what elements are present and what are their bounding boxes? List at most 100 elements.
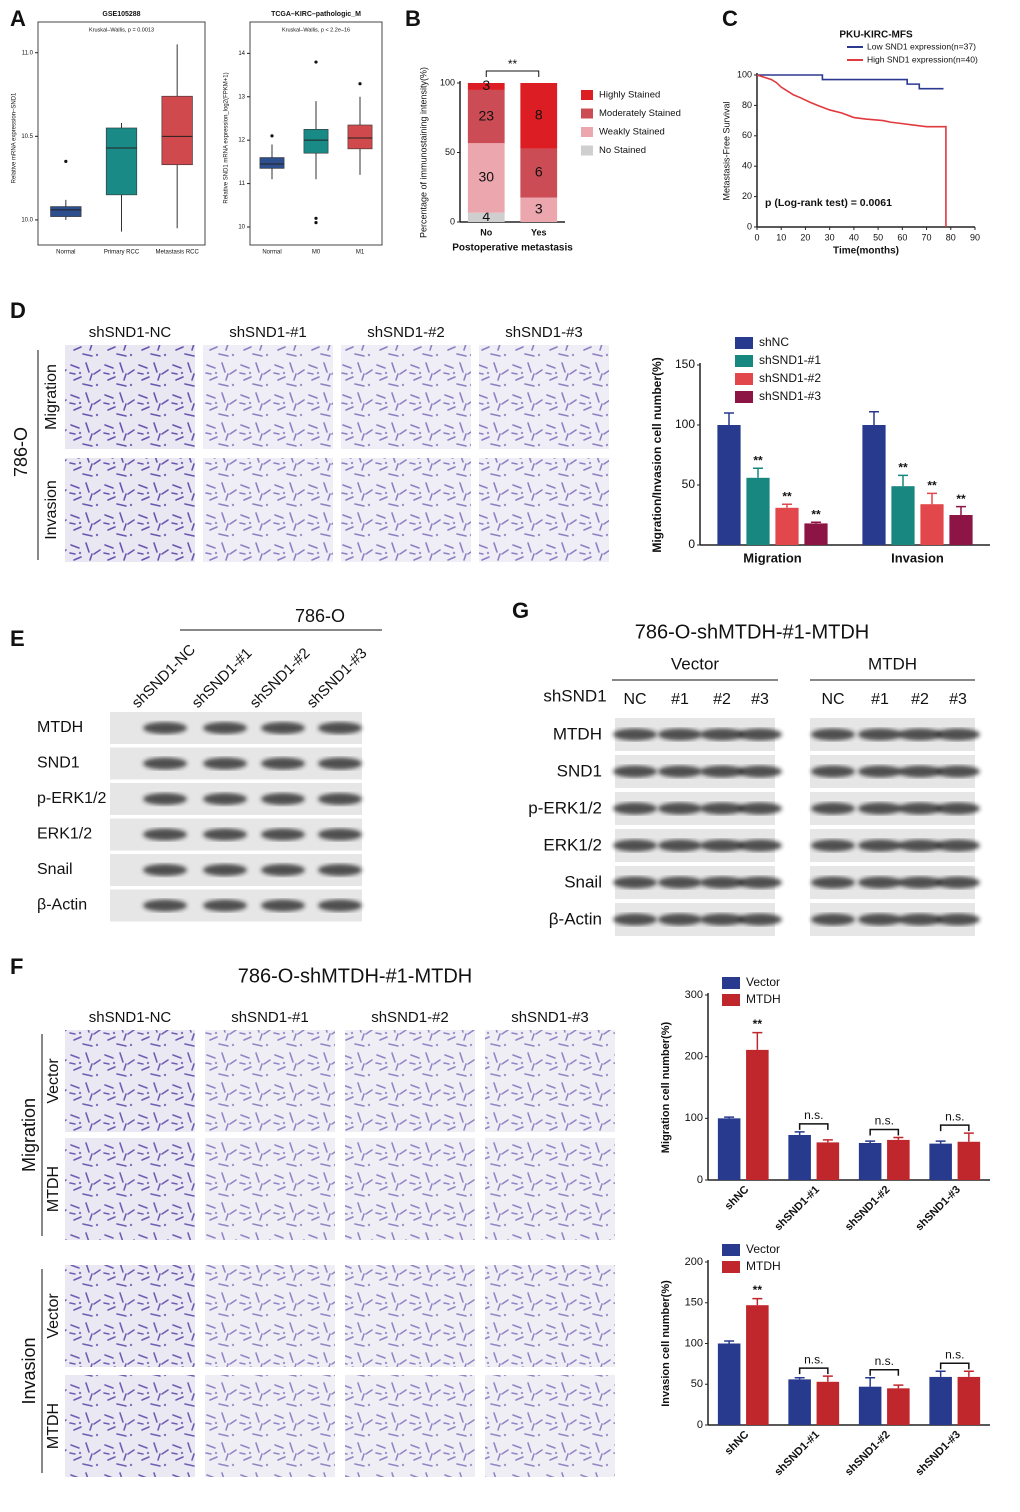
x-tick-label: Invasion xyxy=(891,550,944,565)
blot-band xyxy=(811,802,855,815)
bar xyxy=(957,1376,981,1425)
lane-label: NC xyxy=(821,691,844,708)
error-bar xyxy=(811,521,821,524)
micrograph xyxy=(203,458,333,562)
blot-band xyxy=(203,899,247,912)
protein-label: MTDH xyxy=(553,724,602,743)
lane-label: shSND1-#1 xyxy=(189,645,256,712)
blot-band xyxy=(858,802,902,815)
x-tick-label: shNC xyxy=(723,1429,752,1458)
legend-label: Low SND1 expression(n=37) xyxy=(867,41,976,51)
lane-label: shSND1-#2 xyxy=(247,645,314,712)
x-tick-label: 20 xyxy=(800,232,810,242)
chart-subtitle: Kruskal–Wallis, p = 0.0013 xyxy=(89,27,154,33)
bar-segment xyxy=(520,148,558,198)
box xyxy=(303,129,329,154)
blot-band xyxy=(318,722,362,734)
count-label: 4 xyxy=(482,208,490,224)
box xyxy=(105,127,138,196)
bar xyxy=(887,1388,910,1425)
count-label: 6 xyxy=(535,164,543,180)
sig-label: ** xyxy=(753,1017,763,1031)
micrograph xyxy=(479,345,609,449)
bar xyxy=(746,1049,769,1180)
micrograph xyxy=(485,1375,615,1477)
error-bar xyxy=(865,1140,876,1143)
x-tick-label: Primary RCC xyxy=(104,250,140,256)
protein-label: MTDH xyxy=(37,719,83,736)
legend-swatch xyxy=(735,391,753,403)
y-tick-label: 100 xyxy=(685,1112,703,1124)
blot-band xyxy=(658,876,702,889)
legend-swatch xyxy=(722,1244,740,1256)
blot-band xyxy=(898,765,942,778)
blot-band xyxy=(811,728,855,741)
legend-swatch xyxy=(581,108,593,119)
blot-band xyxy=(318,828,362,841)
x-tick-label: 40 xyxy=(849,232,859,242)
error-bar xyxy=(956,505,966,515)
blot-band xyxy=(700,913,744,926)
micrograph xyxy=(345,1375,475,1477)
y-tick-label: 10 xyxy=(238,225,245,231)
error-bar xyxy=(724,1340,735,1344)
blot-band xyxy=(700,839,744,852)
protein-label: p-ERK1/2 xyxy=(37,790,106,807)
legend-swatch xyxy=(735,373,753,385)
blot-band xyxy=(811,839,855,852)
bar-segment xyxy=(520,83,558,149)
legend-label: shSND1-#1 xyxy=(759,353,821,367)
column-label: shSND1-#2 xyxy=(371,1009,449,1026)
row-label: Vector xyxy=(45,1058,62,1104)
blot-band xyxy=(738,802,782,815)
y-tick-label: 60 xyxy=(742,130,752,140)
outlier xyxy=(270,134,274,138)
blot-band xyxy=(261,722,305,734)
x-tick-label: shSND1-#3 xyxy=(913,1429,963,1479)
blot-band xyxy=(203,757,247,770)
sig-bracket xyxy=(869,1368,900,1376)
y-tick-label: 80 xyxy=(742,100,752,110)
box xyxy=(259,157,285,169)
micrograph xyxy=(65,345,195,449)
blot-band xyxy=(261,899,305,912)
x-tick-label: 70 xyxy=(922,232,932,242)
group-label: Migration xyxy=(19,1098,39,1172)
blot-band xyxy=(811,876,855,889)
plot-frame xyxy=(37,21,206,246)
error-bar xyxy=(893,1136,904,1140)
row-label: MTDH xyxy=(45,1166,62,1212)
y-tick-label: 0 xyxy=(697,1174,703,1186)
error-bar xyxy=(893,1384,904,1389)
legend-label: High SND1 expression(n=40) xyxy=(867,54,978,64)
lane-label: #2 xyxy=(911,691,929,708)
x-tick-label: shSND1-#1 xyxy=(772,1184,822,1234)
bar xyxy=(746,1305,769,1425)
micrograph xyxy=(345,1265,475,1367)
panel-letter: F xyxy=(10,954,23,979)
micrograph xyxy=(345,1138,475,1240)
cell-line-label: 786-O xyxy=(11,427,31,477)
micrograph xyxy=(485,1030,615,1132)
lane-label: #2 xyxy=(713,691,731,708)
blot-band xyxy=(261,828,305,841)
survival-curve xyxy=(757,74,944,90)
sig-label: ** xyxy=(753,1283,763,1297)
y-axis-label: Metastasis-Free Survival xyxy=(721,101,731,200)
column-label: shSND1-#3 xyxy=(505,324,583,341)
blot-band xyxy=(898,876,942,889)
x-tick-label: shSND1-#2 xyxy=(843,1184,893,1234)
error-bar xyxy=(752,1031,763,1050)
legend-swatch xyxy=(722,977,740,989)
error-bar xyxy=(963,1132,974,1142)
outlier xyxy=(64,159,68,164)
blot-band xyxy=(143,793,187,805)
bar xyxy=(949,515,973,545)
row-label: Migration xyxy=(43,364,60,430)
plot-frame xyxy=(249,21,383,246)
legend-swatch xyxy=(581,127,593,137)
blot-title: 786-O-shMTDH-#1-MTDH xyxy=(635,621,869,643)
error-bar xyxy=(935,1370,946,1377)
annotation: p (Log-rank test) = 0.0061 xyxy=(765,197,892,209)
x-tick-label: 0 xyxy=(754,232,759,242)
